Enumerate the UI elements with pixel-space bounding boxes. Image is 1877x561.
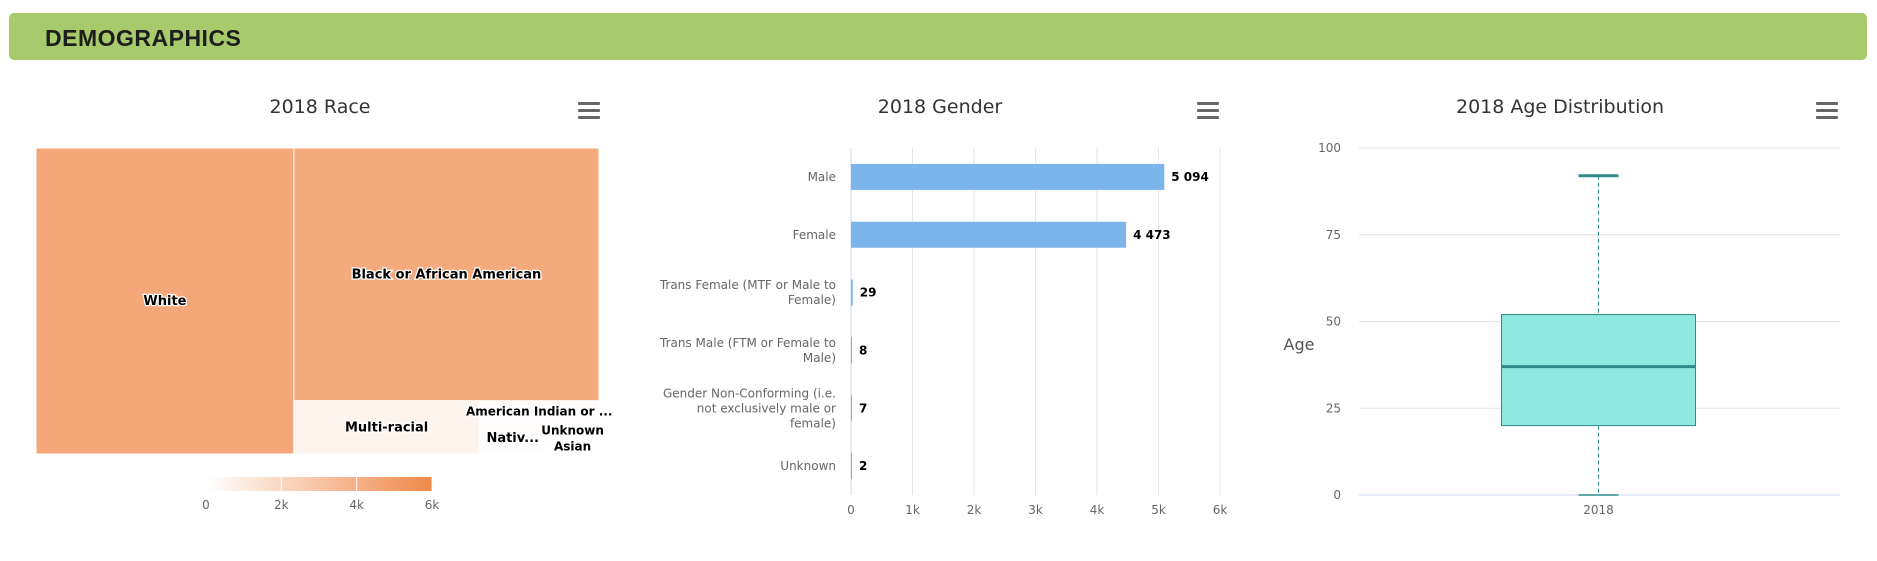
- bar: [851, 337, 852, 364]
- age-chart-title: 2018 Age Distribution: [1455, 96, 1665, 118]
- data-label: 29: [860, 286, 877, 300]
- colorscale-tick-label: 0: [202, 498, 210, 512]
- bar: [851, 163, 1165, 190]
- treemap-cell-white: [35, 147, 295, 455]
- data-label: 8: [859, 343, 867, 357]
- demographics-banner: DEMOGRAPHICS: [9, 13, 1867, 60]
- bar: [851, 221, 1127, 248]
- x-tick-label: 2018: [1583, 503, 1614, 517]
- x-tick-label: 5k: [1151, 503, 1166, 517]
- treemap-label-white: White: [143, 294, 186, 309]
- treemap-cell-asian: [545, 438, 600, 455]
- x-tick-label: 2k: [967, 503, 982, 517]
- treemap-label-black-or-african-american: Black or African American: [352, 267, 542, 282]
- race-treemap: White Black or African American Multi-raci…: [35, 147, 614, 512]
- age-chart-panel: 2018 Age Distribution 0 25 50 75 100 Age 2018: [1270, 80, 1870, 550]
- race-chart-panel: 2018 Race White Black or African American…: [30, 80, 614, 550]
- iqr-box: [1501, 314, 1696, 427]
- gender-chart-panel: 2018 Gender 0 1k 2k 3k 4k 5k 6k 5 094 Male 4 473 F…: [620, 80, 1240, 550]
- y-axis-label: Age: [1284, 335, 1315, 354]
- age-chart-menu-icon[interactable]: [1816, 102, 1838, 120]
- bar: [851, 395, 852, 422]
- data-label: 7: [859, 401, 867, 415]
- x-tick-label: 4k: [1090, 503, 1105, 517]
- race-chart-menu-icon[interactable]: [578, 102, 600, 120]
- y-tick-label: 25: [1326, 401, 1341, 415]
- age-boxplot: 0 25 50 75 100 Age 2018: [1284, 141, 1840, 517]
- treemap-label-american-indian-or: American Indian or ...: [466, 404, 612, 418]
- race-chart-title: 2018 Race: [269, 96, 371, 118]
- banner-title: DEMOGRAPHICS: [45, 25, 242, 51]
- category-label: Female): [788, 293, 836, 307]
- data-label: 4 473: [1133, 228, 1171, 242]
- category-label: Unknown: [780, 459, 836, 473]
- x-tick-label: 1k: [905, 503, 920, 517]
- treemap-cell-multi-racial: [293, 400, 480, 455]
- colorscale-tick-label: 2k: [274, 498, 289, 512]
- x-tick-label: 0: [847, 503, 855, 517]
- colorscale-tick-label: 4k: [349, 498, 364, 512]
- gender-chart-title: 2018 Gender: [877, 96, 1003, 118]
- treemap-label-nativ: Nativ...: [486, 431, 539, 446]
- category-label: Female: [793, 228, 836, 242]
- treemap-label-multi-racial: Multi-racial: [345, 420, 428, 435]
- y-tick-label: 100: [1318, 141, 1341, 155]
- colorscale-tick-label: 6k: [425, 498, 440, 512]
- category-label: Male: [808, 170, 836, 184]
- category-label: Trans Female (MTF or Male to: [659, 278, 836, 292]
- treemap-cell-nativ: [478, 421, 547, 455]
- category-label: Male): [803, 351, 836, 365]
- colorscale-bar: [206, 477, 432, 491]
- y-tick-label: 75: [1326, 228, 1341, 242]
- data-label: 2: [859, 459, 867, 473]
- category-label: Gender Non-Conforming (i.e.: [663, 386, 836, 400]
- category-label: female): [790, 416, 836, 430]
- x-tick-label: 3k: [1028, 503, 1043, 517]
- gender-bar-chart: 0 1k 2k 3k 4k 5k 6k 5 094 Male 4 473 Female 29 Trans…: [659, 148, 1228, 517]
- bar: [851, 279, 853, 306]
- category-label: not exclusively male or: [697, 401, 836, 415]
- data-label: 5 094: [1171, 170, 1209, 184]
- y-tick-label: 50: [1326, 315, 1341, 329]
- treemap-label-unknown: Unknown: [541, 423, 604, 437]
- category-label: Trans Male (FTM or Female to: [659, 336, 836, 350]
- gender-chart-menu-icon[interactable]: [1197, 102, 1219, 120]
- y-tick-label: 0: [1333, 488, 1341, 502]
- treemap-label-asian: Asian: [554, 439, 591, 453]
- x-tick-label: 6k: [1213, 503, 1228, 517]
- bar: [851, 453, 852, 480]
